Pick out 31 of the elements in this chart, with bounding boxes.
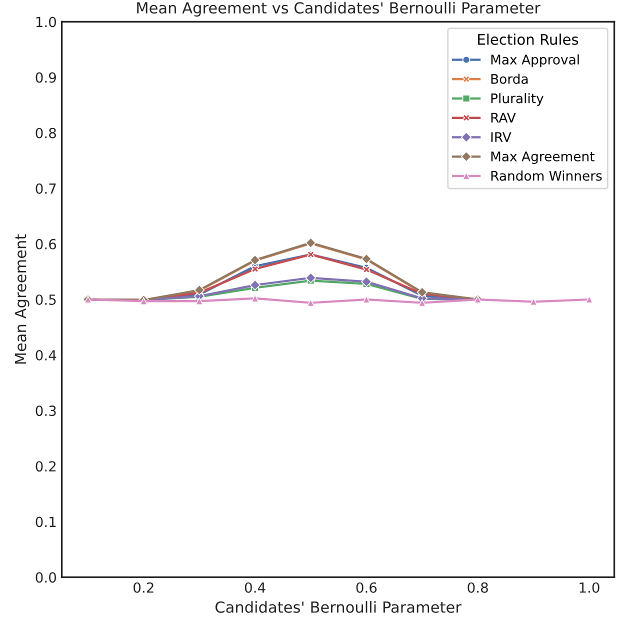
legend-label: Max Approval <box>491 54 579 68</box>
y-tick-label: 0.2 <box>36 461 56 472</box>
legend-title: Election Rules <box>478 34 578 45</box>
legend-label: Plurality <box>491 93 544 106</box>
chart-title: Mean Agreement vs Candidates' Bernoulli Parameter <box>137 2 540 17</box>
y-tick-label: 0.5 <box>36 294 56 305</box>
x-tick-label: 0.8 <box>468 582 488 593</box>
y-axis-title: Mean Agreement <box>14 234 30 364</box>
y-tick-label: 1.0 <box>36 16 56 28</box>
legend-label: Random Winners <box>491 170 602 181</box>
x-tick-label: 0.2 <box>134 582 154 593</box>
point <box>250 280 260 290</box>
x-tick-label: 0.6 <box>356 582 377 593</box>
x-tick-label: 1.0 <box>580 582 600 593</box>
y-tick-label: 0.6 <box>36 238 56 250</box>
y-tick-label: 0.4 <box>36 350 56 361</box>
legend-label: IRV <box>491 132 512 142</box>
legend-label: Borda <box>491 74 528 84</box>
y-tick-label: 0.8 <box>36 128 56 138</box>
x-tick-label: 0.4 <box>244 582 266 593</box>
legend-label: RAV <box>491 112 516 122</box>
x-axis-title: Candidates' Bernoulli Parameter <box>216 601 462 613</box>
legend-label: Max Agreement <box>491 152 594 164</box>
y-tick-label: 0.7 <box>36 183 56 194</box>
y-tick-label: 0.9 <box>36 72 56 83</box>
y-tick-label: 0.1 <box>36 516 56 528</box>
y-tick-label: 0.0 <box>36 572 56 583</box>
point <box>251 265 259 273</box>
point <box>305 272 316 284</box>
y-tick-label: 0.3 <box>36 406 56 416</box>
point <box>361 276 372 288</box>
